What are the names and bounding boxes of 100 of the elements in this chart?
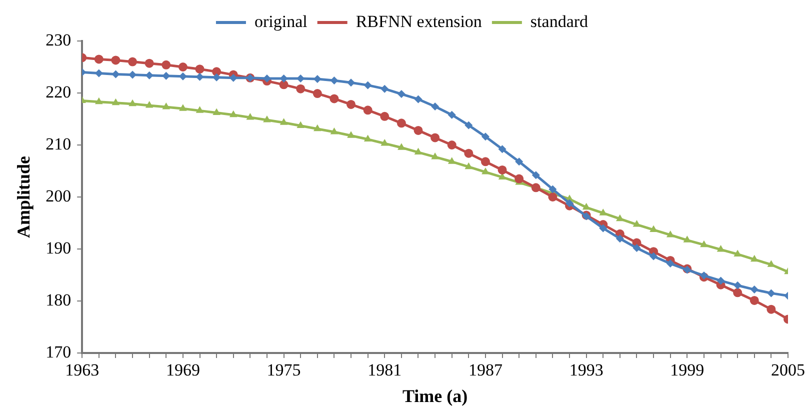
x-tick-label: 1999: [670, 360, 704, 380]
point: [364, 81, 372, 90]
point: [296, 84, 306, 94]
point: [683, 236, 692, 242]
point: [95, 97, 103, 104]
point: [716, 245, 725, 252]
point: [582, 202, 590, 210]
point: [632, 220, 641, 227]
point: [431, 102, 440, 111]
point: [178, 62, 188, 72]
point: [431, 152, 439, 160]
point: [515, 158, 524, 166]
legend-label: original: [254, 12, 308, 31]
point: [514, 174, 524, 184]
point: [750, 254, 758, 262]
x-axis-title: Time (a): [402, 386, 468, 406]
point: [380, 112, 390, 121]
point: [464, 148, 474, 158]
point: [263, 116, 271, 122]
legend-label: standard: [530, 12, 589, 31]
x-tick-label: 1963: [65, 360, 100, 380]
point: [464, 121, 473, 130]
y-tick-label: 230: [46, 30, 72, 50]
point: [397, 90, 406, 98]
point: [398, 143, 406, 150]
point: [128, 99, 136, 106]
x-tick-label: 1969: [166, 360, 200, 380]
point: [296, 121, 304, 128]
point: [144, 58, 154, 68]
point: [280, 118, 288, 125]
point: [750, 286, 758, 294]
point: [162, 102, 170, 110]
point: [128, 70, 137, 79]
point: [145, 100, 154, 108]
point: [246, 112, 254, 120]
point: [734, 281, 742, 290]
point: [464, 162, 473, 170]
point: [162, 72, 170, 80]
point: [548, 185, 557, 194]
point: [650, 252, 658, 260]
point: [128, 57, 138, 66]
point: [280, 74, 288, 82]
point: [396, 118, 406, 128]
point: [498, 165, 507, 174]
point: [112, 98, 120, 106]
point: [480, 157, 490, 166]
point: [94, 54, 104, 64]
x-tick-label: 1981: [368, 360, 402, 380]
point: [482, 168, 490, 174]
point: [364, 134, 372, 142]
point: [212, 73, 221, 82]
point: [616, 214, 624, 222]
point: [414, 148, 422, 155]
point: [380, 84, 389, 93]
point: [566, 199, 574, 208]
point: [716, 276, 725, 285]
y-axis-title: Amplitude: [13, 156, 34, 238]
x-tick-label: 1975: [266, 360, 301, 380]
point: [632, 244, 641, 252]
point: [531, 183, 540, 192]
point: [330, 94, 339, 104]
x-tick-label: 1993: [569, 360, 604, 380]
point: [666, 230, 674, 238]
legend-label: RBFNN extension: [356, 12, 482, 31]
point: [750, 296, 759, 305]
y-tick-label: 210: [46, 134, 72, 154]
point: [599, 224, 608, 232]
point: [448, 157, 456, 164]
point: [195, 64, 204, 74]
point: [162, 60, 171, 70]
point: [766, 304, 776, 314]
y-tick-label: 200: [46, 186, 72, 206]
point: [447, 140, 456, 150]
point: [767, 289, 776, 298]
point: [312, 89, 322, 98]
point: [734, 250, 742, 256]
point: [94, 69, 103, 78]
point: [346, 100, 356, 109]
point: [179, 104, 187, 111]
point: [532, 171, 540, 180]
point: [666, 260, 674, 268]
point: [700, 240, 708, 248]
point: [363, 106, 372, 115]
point: [448, 110, 456, 119]
y-tick-label: 190: [46, 238, 72, 258]
point: [229, 110, 238, 118]
y-tick-label: 180: [46, 290, 72, 310]
x-tick-label: 2005: [771, 360, 805, 380]
y-tick-label: 220: [46, 82, 72, 102]
point: [347, 78, 356, 87]
point: [414, 95, 422, 104]
point: [616, 234, 624, 243]
point: [430, 133, 440, 142]
point: [481, 132, 490, 141]
point: [650, 225, 658, 232]
point: [733, 288, 742, 298]
point: [414, 126, 423, 135]
point: [498, 145, 506, 154]
x-tick-label: 1987: [468, 360, 503, 380]
point: [599, 208, 608, 216]
